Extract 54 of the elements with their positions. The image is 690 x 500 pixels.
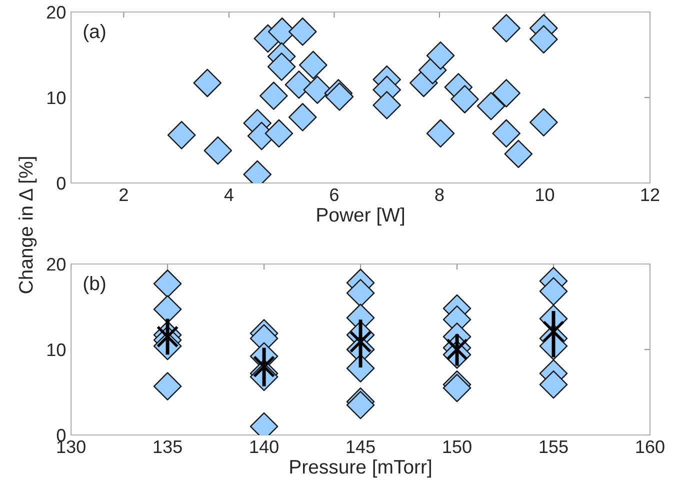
x-tick-label: 150	[443, 440, 472, 454]
x-tick-label: 160	[636, 440, 664, 454]
y-tick-label: 20	[47, 258, 66, 271]
point	[539, 370, 568, 399]
x-tick-label: 140	[250, 440, 278, 454]
annotation: (a)	[84, 24, 106, 42]
point	[153, 270, 182, 298]
point	[288, 18, 317, 46]
point	[288, 103, 317, 132]
x-tick-label: 8	[435, 188, 444, 202]
point	[349, 330, 372, 353]
point	[153, 372, 182, 400]
x-axis-title: Pressure [mTorr]	[290, 459, 431, 478]
point	[426, 41, 455, 70]
x-tick-label: 130	[57, 440, 86, 454]
y-tick-label: 0	[56, 176, 66, 190]
y-tick-label: 10	[48, 91, 66, 104]
x-tick-label: 6	[330, 188, 338, 202]
x-tick-label: 12	[641, 188, 660, 201]
y-tick-label: 10	[48, 343, 66, 356]
point	[299, 50, 328, 80]
y-tick-label: 0	[56, 428, 66, 442]
x-tick-label: 2	[120, 188, 128, 201]
y-tick-label: 20	[47, 6, 66, 19]
point	[504, 140, 533, 168]
x-tick-label: 135	[154, 440, 182, 454]
point	[450, 85, 479, 114]
point	[426, 119, 455, 148]
point	[476, 92, 506, 120]
point	[346, 278, 375, 308]
point	[492, 79, 520, 108]
point	[267, 52, 296, 81]
point	[530, 25, 558, 54]
x-tick-label: 155	[540, 440, 568, 454]
point	[260, 82, 288, 110]
point	[542, 320, 565, 343]
point	[153, 295, 182, 324]
point	[372, 91, 401, 120]
point	[204, 136, 232, 165]
point	[492, 14, 520, 42]
x-tick-label: 145	[346, 440, 375, 454]
point	[252, 355, 276, 378]
point	[530, 108, 558, 136]
point	[167, 120, 196, 150]
point	[303, 76, 332, 104]
point	[264, 119, 294, 148]
x-tick-label: 10	[536, 188, 554, 202]
x-tick-label: 4	[224, 188, 234, 201]
y-axis-title: Change in Δ [%]	[18, 157, 37, 294]
annotation: (b)	[84, 276, 106, 294]
point	[539, 277, 568, 306]
point	[193, 68, 222, 98]
x-axis-title: Power [W]	[317, 207, 404, 226]
point	[492, 119, 520, 148]
